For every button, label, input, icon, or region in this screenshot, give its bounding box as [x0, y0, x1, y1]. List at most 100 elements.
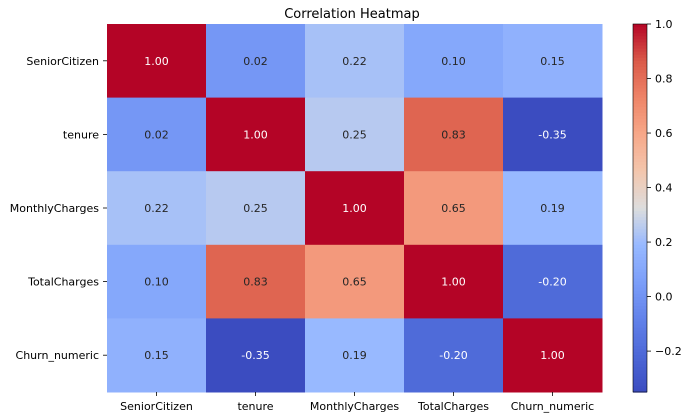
colorbar-segment — [633, 48, 647, 53]
heatmap-cell — [206, 244, 306, 319]
heatmap-cell — [503, 171, 603, 246]
colorbar-segment — [633, 226, 647, 231]
colorbar-segment — [633, 275, 647, 280]
colorbar-segment — [633, 73, 647, 77]
heatmap-cells — [107, 24, 603, 393]
heatmap-cell — [305, 244, 405, 319]
x-tick-label: tenure — [237, 400, 273, 413]
colorbar-tick-label: 0.0 — [655, 291, 673, 304]
y-tick-label: Churn_numeric — [16, 349, 99, 362]
heatmap-cell-value: -0.35 — [538, 128, 566, 141]
heatmap-cell — [107, 97, 207, 172]
heatmap-cell-labels: 1.00 0.02 0.22 0.10 0.15 0.02 1.00 0.25 0.83 -0.3… — [144, 55, 566, 362]
colorbar-segment — [633, 134, 647, 139]
heatmap-cell-value: 0.15 — [144, 349, 169, 362]
colorbar-segment — [633, 244, 647, 249]
colorbar-segment — [633, 106, 647, 111]
colorbar-segment — [633, 155, 647, 160]
heatmap-cell-value: 1.00 — [540, 349, 565, 362]
colorbar-segment — [633, 327, 647, 332]
colorbar-segment — [633, 66, 647, 71]
colorbar-segment — [633, 370, 647, 375]
colorbar-segment — [633, 76, 647, 80]
colorbar-segment — [633, 57, 647, 62]
heatmap-cell — [305, 97, 405, 172]
colorbar-segment — [633, 82, 647, 86]
colorbar-segment — [633, 85, 647, 89]
colorbar-segment — [633, 165, 647, 169]
heatmap-cell — [107, 244, 207, 319]
colorbar-segment — [633, 183, 647, 188]
y-tick-label: TotalCharges — [27, 276, 99, 289]
heatmap-cell-value: 0.02 — [243, 55, 268, 68]
colorbar-segment — [633, 112, 647, 117]
heatmap-cell-value: 1.00 — [342, 202, 367, 215]
colorbar-segment — [633, 125, 647, 129]
heatmap-cell-value: 0.83 — [441, 128, 466, 141]
colorbar-segment — [633, 79, 647, 83]
colorbar-segment — [633, 116, 647, 120]
colorbar-segment — [633, 290, 647, 295]
colorbar-segment — [633, 241, 647, 246]
colorbar-segment — [633, 260, 647, 264]
colorbar-segment — [633, 91, 647, 96]
colorbar-segment — [633, 94, 647, 99]
colorbar-segment — [633, 180, 647, 185]
heatmap-cell-value: 0.25 — [243, 202, 268, 215]
colorbar-segment — [633, 318, 647, 323]
colorbar-segment — [633, 296, 647, 301]
heatmap-cell — [503, 318, 603, 393]
colorbar-segment — [633, 278, 647, 283]
colorbar-segment — [633, 367, 647, 372]
colorbar-segment — [633, 238, 647, 243]
chart-title: Correlation Heatmap — [284, 7, 420, 22]
colorbar-segment — [633, 192, 647, 197]
heatmap-cell-value: 0.65 — [441, 202, 466, 215]
colorbar-segment — [633, 177, 647, 181]
y-axis: SeniorCitizen tenure MonthlyCharges TotalCh… — [10, 55, 107, 362]
heatmap-cell-value: 1.00 — [144, 55, 169, 68]
colorbar-segment — [633, 254, 647, 258]
colorbar-segment — [633, 232, 647, 237]
colorbar-segment — [633, 24, 647, 28]
colorbar-segment — [633, 349, 647, 353]
colorbar-segment — [633, 97, 647, 102]
colorbar-tick-label: 0.8 — [655, 73, 673, 86]
heatmap-cell-value: -0.20 — [538, 276, 566, 289]
colorbar-segment — [633, 266, 647, 270]
colorbar-segment — [633, 293, 647, 298]
heatmap-cell-value: 0.83 — [243, 276, 268, 289]
colorbar-segment — [633, 272, 647, 277]
colorbar-segment — [633, 376, 647, 381]
colorbar-segment — [633, 358, 647, 362]
heatmap-cell-value: 0.25 — [342, 128, 367, 141]
heatmap-cell-value: 0.10 — [144, 276, 169, 289]
colorbar-segment — [633, 45, 647, 50]
colorbar-segment — [633, 373, 647, 378]
heatmap-cell-value: -0.20 — [439, 349, 467, 362]
colorbar-segment — [633, 88, 647, 93]
colorbar-segment — [633, 195, 647, 200]
colorbar-outline — [632, 23, 648, 393]
heatmap-cell — [107, 171, 207, 246]
heatmap-cell — [206, 318, 306, 393]
heatmap-cell — [503, 97, 603, 172]
colorbar-segment — [633, 361, 647, 365]
colorbar-segment — [633, 330, 647, 335]
colorbar-segment — [633, 247, 647, 252]
colorbar-segment — [633, 162, 647, 166]
colorbar-segment — [633, 339, 647, 344]
colorbar-segment — [633, 100, 647, 105]
colorbar-segment — [633, 27, 647, 31]
colorbar-segment — [633, 201, 647, 206]
colorbar-segment — [633, 306, 647, 310]
colorbar-segment — [633, 324, 647, 329]
colorbar-segment — [633, 321, 647, 326]
colorbar-segment — [633, 385, 647, 390]
colorbar-segment — [633, 152, 647, 157]
colorbar-segment — [633, 186, 647, 191]
colorbar-segment — [633, 70, 647, 74]
colorbar-segment — [633, 382, 647, 387]
colorbar-segment — [633, 143, 647, 148]
colorbar-segment — [633, 122, 647, 126]
